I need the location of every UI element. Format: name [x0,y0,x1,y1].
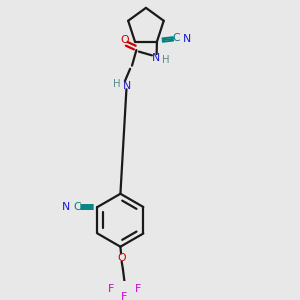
Text: H: H [162,55,169,65]
Text: C: C [173,33,180,43]
Text: H: H [113,79,121,89]
Text: N: N [152,53,160,63]
Text: N: N [183,34,192,44]
Text: O: O [121,35,130,45]
Text: F: F [121,292,127,300]
Text: O: O [118,253,126,263]
Text: F: F [134,284,141,294]
Text: N: N [123,81,131,91]
Text: N: N [61,202,70,212]
Text: F: F [108,284,115,294]
Text: C: C [73,202,81,212]
